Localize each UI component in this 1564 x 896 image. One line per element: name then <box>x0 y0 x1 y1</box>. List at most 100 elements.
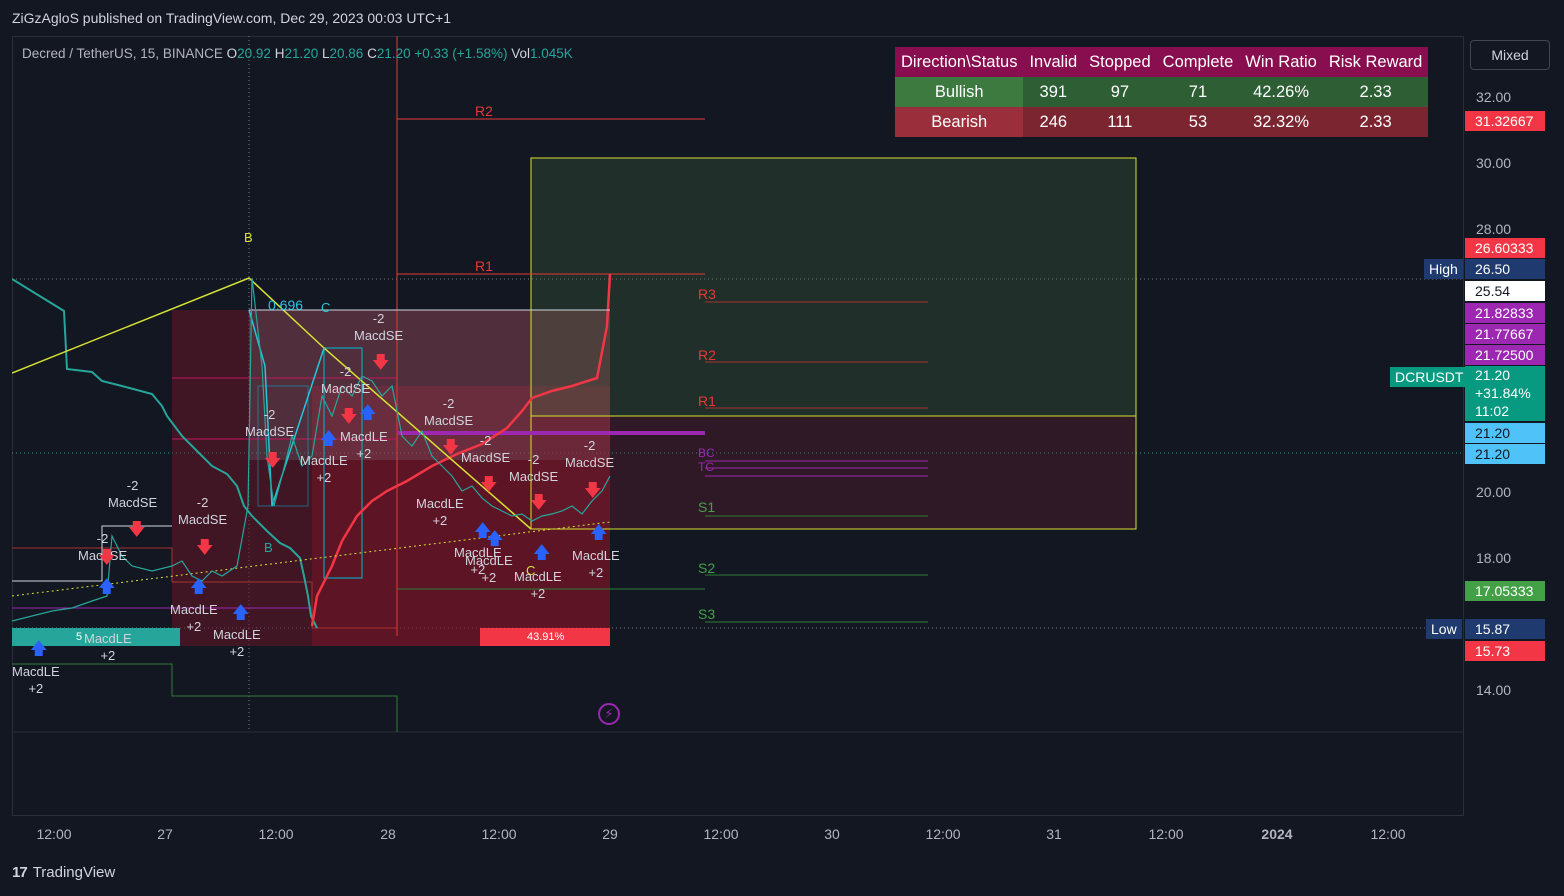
macd-le-9: MacdLE +2 <box>465 553 513 585</box>
publish-line: ZiGzAgloS published on TradingView.com, … <box>12 10 452 26</box>
arrow-up-icon: 🡅 <box>98 577 116 596</box>
macd-le-8: MacdLE +2 <box>454 545 502 577</box>
macd-se-3: -2 MacdSE <box>245 407 295 439</box>
zigzag-line <box>12 277 532 530</box>
arrow-down-icon: 🡇 <box>372 353 390 372</box>
time-label: 2024 <box>1261 826 1293 842</box>
header-stopped: Stopped <box>1083 47 1157 77</box>
table-cell: Bearish <box>895 107 1024 137</box>
badge-last-price: 21.20 +31.84% 11:02 <box>1465 366 1545 421</box>
badge-c-level: 25.54 <box>1465 281 1545 301</box>
scale-mode-button[interactable]: Mixed <box>1470 40 1550 70</box>
arrow-up-icon: 🡅 <box>533 543 551 562</box>
macd-se-4: -2 MacdSE <box>321 364 371 396</box>
time-label: 12:00 <box>481 826 517 842</box>
chart-canvas[interactable] <box>12 36 1464 816</box>
macd-se-2: -2 MacdSE <box>178 495 228 527</box>
label-r2: R2 <box>698 347 716 363</box>
arrow-down-icon: 🡇 <box>584 481 602 500</box>
badge-s2: 17.05333 <box>1465 581 1545 601</box>
high-value: 21.20 <box>284 46 319 61</box>
table-cell: 246 <box>1023 107 1084 137</box>
price-label: 14.00 <box>1476 682 1512 698</box>
label-s3: S3 <box>698 606 716 622</box>
stats-table: Direction\Status Invalid Stopped Complet… <box>895 47 1429 137</box>
label-r1-upper: R1 <box>475 258 493 274</box>
price-series <box>12 277 611 622</box>
projection-box <box>530 157 1137 417</box>
table-cell: 53 <box>1156 107 1240 137</box>
table-cell: 2.33 <box>1322 107 1429 137</box>
time-label: 31 <box>1046 826 1062 842</box>
arrow-up-icon: 🡅 <box>486 529 504 548</box>
symbol-tag: DCRUSDT <box>1390 367 1469 387</box>
badge-pivot-2: 21.77667 <box>1465 324 1545 344</box>
symbol-info[interactable]: Decred / TetherUS, 15, BINANCE O20.92 H2… <box>22 46 573 61</box>
lightning-icon[interactable]: ⚡ <box>598 703 620 725</box>
macd-le-2: MacdLE +2 <box>84 631 132 663</box>
arrow-down-icon: 🡇 <box>340 407 358 426</box>
tv-logo-icon: 17 <box>12 864 28 881</box>
macd-le-4: MacdLE +2 <box>213 627 261 659</box>
low-tag: Low <box>1426 619 1462 639</box>
arrow-up-icon: 🡅 <box>190 577 208 596</box>
arrow-down-icon: 🡇 <box>530 493 548 512</box>
arrow-down-icon: 🡇 <box>480 475 498 494</box>
header-win-ratio: Win Ratio <box>1239 47 1323 77</box>
price-label: 32.00 <box>1476 89 1512 105</box>
arrow-down-icon: 🡇 <box>442 438 460 457</box>
label-b-top: B <box>244 230 253 245</box>
trailing-stop-green <box>12 278 318 629</box>
time-label: 27 <box>157 826 173 842</box>
bear-zone <box>172 310 610 646</box>
time-label: 12:00 <box>703 826 739 842</box>
pivot-white-left <box>12 525 172 582</box>
time-label: 12:00 <box>36 826 72 842</box>
arrow-up-icon: 🡅 <box>320 429 338 448</box>
label-bc: BC <box>698 446 715 460</box>
header-complete: Complete <box>1156 47 1240 77</box>
table-cell: Bullish <box>895 77 1024 107</box>
table-cell: 391 <box>1023 77 1084 107</box>
time-label: 12:00 <box>925 826 961 842</box>
label-r3: R3 <box>698 286 716 302</box>
tv-logo-text: TradingView <box>32 864 116 881</box>
macd-se-6: -2 MacdSE <box>424 396 474 428</box>
chart-frame[interactable] <box>12 36 1464 816</box>
table-cell: 97 <box>1083 77 1157 107</box>
time-label: 12:00 <box>1370 826 1406 842</box>
top-bar <box>0 0 1564 36</box>
high-tag: High <box>1424 259 1463 279</box>
label-s1: S1 <box>698 499 716 515</box>
label-fib: 0.696 <box>268 297 304 313</box>
volume-value: 1.045K <box>530 46 573 61</box>
arrow-up-icon: 🡅 <box>30 639 48 658</box>
macd-le-3: MacdLE +2 <box>170 602 218 634</box>
cyan-box-1 <box>323 347 363 579</box>
macd-se-8: -2 MacdSE <box>509 452 559 484</box>
macd-le-1: MacdLE +2 <box>12 664 60 696</box>
macd-le-6: MacdLE +2 <box>340 429 388 461</box>
label-b-low: B <box>264 540 273 555</box>
badge-low-red: 15.73 <box>1465 641 1545 661</box>
stats-bearish-row: Bearish 246 111 53 32.32% 2.33 <box>895 107 1429 137</box>
time-label: 12:00 <box>1148 826 1184 842</box>
price-label: 30.00 <box>1476 155 1512 171</box>
label-tc: TC <box>698 460 714 474</box>
macd-se-5: -2 MacdSE <box>354 311 404 343</box>
table-cell: 2.33 <box>1322 77 1429 107</box>
label-c-bottom: C <box>526 563 536 578</box>
macd-se-7: -2 MacdSE <box>461 433 511 465</box>
bull-bar-box <box>12 628 180 646</box>
zigzag-dotted <box>12 521 611 597</box>
arrow-up-icon: 🡅 <box>359 403 377 422</box>
open-value: 20.92 <box>237 46 271 61</box>
arrow-up-icon: 🡅 <box>474 521 492 540</box>
pivot-s3-left <box>12 663 398 732</box>
label-c: C <box>321 300 331 315</box>
tradingview-logo[interactable]: 17 TradingView <box>12 864 115 881</box>
macd-le-7: MacdLE +2 <box>416 496 464 528</box>
macd-le-10: MacdLE +2 <box>514 569 562 601</box>
bear-pct-label: 43.91% <box>527 631 565 643</box>
stats-header-row: Direction\Status Invalid Stopped Complet… <box>895 47 1429 77</box>
